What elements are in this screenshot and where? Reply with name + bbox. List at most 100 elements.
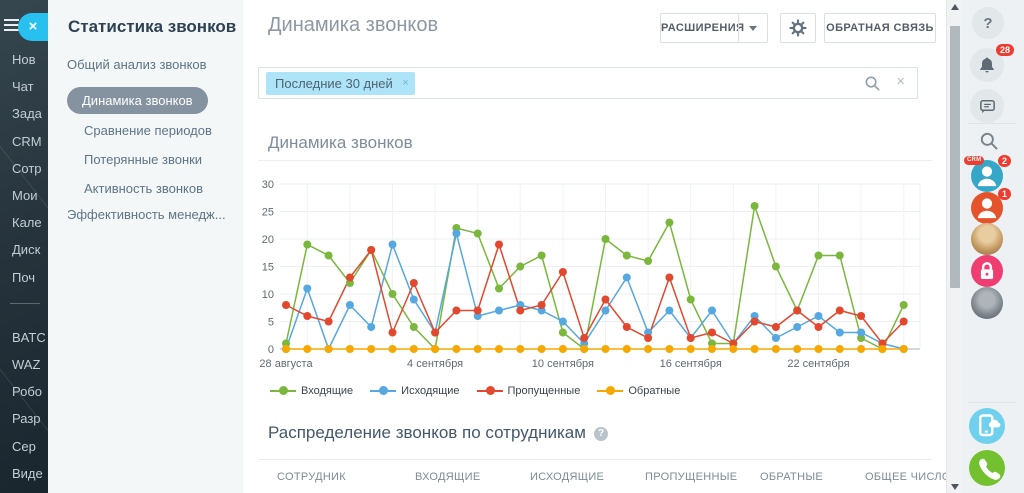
main-menu-item[interactable]: Поч — [12, 269, 36, 285]
scroll-down-arrow-icon[interactable] — [951, 484, 959, 490]
table-column-header: СОТРУДНИК — [277, 471, 346, 483]
close-menu-button[interactable]: × — [18, 13, 48, 41]
legend-item[interactable]: Обратные — [597, 384, 680, 397]
main-menu-item[interactable]: Мои — [12, 188, 38, 203]
main-menu-item[interactable]: WAZ — [12, 357, 41, 372]
legend-label: Пропущенные — [507, 384, 581, 397]
employees-section-title: Распределение звонков по сотрудникам — [268, 423, 586, 442]
main-content: Динамика звонков РАСШИРЕНИЯ ОБРАТНАЯ СВЯ… — [243, 0, 946, 493]
chat-bubble-icon — [979, 99, 995, 113]
settings-button[interactable] — [780, 13, 816, 43]
sidebar-item-5[interactable]: Активность звонков — [84, 181, 203, 196]
main-menu-item[interactable]: Виде — [12, 465, 43, 481]
call-button[interactable] — [969, 450, 1005, 486]
chart-section-title: Динамика звонков — [268, 133, 413, 152]
table-column-header: ОБРАТНЫЕ — [760, 471, 823, 483]
section-divider — [258, 160, 932, 161]
calls-dynamics-chart: 0 5 10 15 20 25 30 28 августа 4 сентября 10 сентя… — [259, 179, 921, 370]
svg-text:22 сентября: 22 сентября — [787, 358, 849, 370]
table-column-header: ИСХОДЯЩИЕ — [530, 471, 605, 483]
filter-chip-last-30-days[interactable]: Последние 30 дней × — [266, 72, 415, 95]
telephony-cloud-button[interactable] — [969, 408, 1005, 444]
svg-text:30: 30 — [262, 179, 274, 191]
main-menu-item[interactable]: CRM — [12, 133, 42, 149]
vertical-scrollbar[interactable] — [946, 0, 962, 493]
extensions-button[interactable]: РАСШИРЕНИЯ — [660, 13, 768, 43]
notifications-badge: 28 — [996, 44, 1015, 56]
help-icon[interactable]: ? — [594, 427, 608, 441]
page-title: Динамика звонков — [268, 14, 439, 36]
main-menu-item[interactable]: Нов — [12, 52, 36, 67]
chevron-down-icon — [749, 26, 757, 31]
table-column-header: ВХОДЯЩИЕ — [415, 471, 481, 483]
user-avatar[interactable] — [971, 192, 1003, 224]
help-button[interactable]: ? — [972, 7, 1004, 39]
locked-user-avatar[interactable] — [971, 255, 1003, 287]
main-menu-item[interactable]: Разр — [12, 411, 41, 427]
statistics-sidebar: Статистика звонков Общий анализ звонков Д… — [48, 0, 243, 493]
phone-handset-icon — [979, 458, 1001, 480]
chip-remove-icon[interactable]: × — [402, 77, 409, 89]
svg-text:10 сентября: 10 сентября — [532, 358, 594, 370]
filter-bar[interactable]: Последние 30 дней × × — [258, 67, 918, 99]
feedback-button[interactable]: ОБРАТНАЯ СВЯЗЬ — [824, 13, 936, 43]
search-icon — [980, 132, 998, 150]
scrollbar-thumb[interactable] — [950, 26, 960, 288]
toolbar-divider — [968, 123, 1016, 124]
svg-text:15: 15 — [262, 262, 274, 274]
legend-item[interactable]: Входящие — [270, 384, 353, 397]
svg-text:4 сентября: 4 сентября — [407, 358, 463, 370]
scroll-up-arrow-icon[interactable] — [951, 4, 959, 10]
toolbar-divider — [968, 402, 1016, 403]
main-menu-item[interactable]: Сер — [12, 438, 36, 454]
legend-item[interactable]: Пропущенные — [476, 384, 581, 397]
extensions-dropdown-button[interactable] — [738, 14, 767, 42]
gear-icon — [789, 19, 807, 37]
main-menu-item[interactable]: Зада — [12, 106, 42, 122]
legend-label: Обратные — [628, 384, 681, 397]
svg-text:28 августа: 28 августа — [259, 358, 313, 370]
extensions-button-label: РАСШИРЕНИЯ — [661, 22, 745, 34]
legend-marker-icon — [270, 384, 296, 397]
lock-icon — [980, 262, 994, 279]
search-button[interactable] — [979, 131, 999, 156]
main-menu-item[interactable]: BATC — [12, 329, 46, 345]
user-photo-avatar[interactable] — [971, 287, 1003, 319]
main-menu-item[interactable]: Кале — [12, 215, 42, 231]
main-menu-item[interactable]: Сотр — [12, 160, 42, 176]
messenger-button[interactable] — [970, 89, 1004, 123]
sidebar-item-3[interactable]: Сравнение периодов — [84, 123, 212, 138]
bell-icon — [980, 57, 994, 73]
sidebar-item-1[interactable]: Общий анализ звонков — [67, 57, 207, 72]
person-icon — [977, 166, 997, 187]
question-icon: ? — [983, 14, 993, 32]
avatar-badge: 1 — [998, 188, 1012, 200]
main-menu-item[interactable]: Робо — [12, 384, 43, 400]
svg-text:16 сентября: 16 сентября — [660, 358, 722, 370]
svg-text:5: 5 — [268, 317, 274, 329]
clear-filter-icon[interactable]: × — [896, 73, 905, 90]
svg-text:20: 20 — [262, 234, 274, 246]
table-column-header: ПРОПУЩЕННЫЕ — [645, 471, 738, 483]
sidebar-item-6[interactable]: Эффективность менедж... — [67, 207, 226, 222]
user-photo-avatar[interactable] — [971, 223, 1003, 255]
section-divider — [258, 459, 932, 460]
search-icon[interactable] — [864, 75, 881, 92]
sidebar-item-2[interactable]: Динамика звонков — [67, 87, 208, 114]
main-menu-item[interactable]: Диск — [12, 242, 41, 258]
svg-text:25: 25 — [262, 207, 274, 219]
hamburger-menu-icon[interactable] — [4, 19, 19, 31]
phone-cloud-icon — [979, 414, 1001, 437]
main-menu-item[interactable]: Чат — [12, 79, 34, 95]
chart-legend: Входящие Исходящие Пропущенные Обратные — [270, 384, 680, 397]
sidebar-item-4[interactable]: Потерянные звонки — [84, 152, 203, 167]
menu-divider — [10, 302, 40, 304]
legend-label: Исходящие — [401, 384, 460, 397]
main-menu-overlay: × Нов Чат Зада CRM Сотр Мои Кале Диск Поч BATC WAZ… — [0, 0, 48, 493]
crm-user-avatar[interactable] — [971, 160, 1003, 192]
legend-marker-icon — [597, 384, 624, 397]
legend-item[interactable]: Исходящие — [370, 384, 460, 397]
table-column-header: ОБЩЕЕ ЧИСЛО З — [865, 471, 946, 483]
legend-marker-icon — [370, 384, 397, 397]
person-icon — [977, 198, 997, 219]
